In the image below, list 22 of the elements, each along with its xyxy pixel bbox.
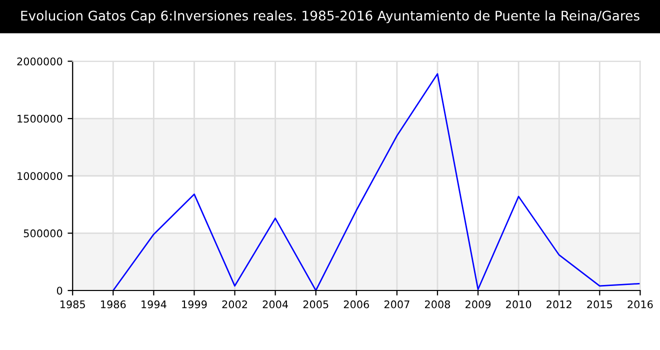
x-tick-label: 2015 (587, 300, 612, 308)
y-tick-label: 0 (56, 286, 62, 295)
x-tick-label: 2016 (628, 300, 653, 308)
x-tick-label: 2010 (506, 300, 532, 308)
x-tick-label: 1986 (101, 300, 126, 308)
x-tick-label: 2005 (303, 300, 328, 308)
x-tick-label: 2002 (222, 300, 247, 308)
x-tick-label: 2009 (466, 300, 491, 308)
x-tick-label: 2007 (384, 300, 410, 308)
x-tick-label: 2004 (262, 300, 288, 308)
x-tick-label: 1999 (182, 300, 207, 308)
x-tick-label: 2006 (344, 300, 369, 308)
x-tick-label: 1985 (60, 300, 85, 308)
y-tick-label: 1500000 (18, 114, 62, 123)
line-series (112, 73, 640, 290)
x-tick-label: 2008 (424, 300, 450, 308)
x-tick-label: 1994 (142, 300, 166, 308)
y-tick-label: 1000000 (18, 172, 62, 180)
chart-title: Evolucion Gatos Cap 6:Inversiones reales. 1985-2016 Ayuntamiento de Puente la Reina/Gares (21, 10, 640, 24)
y-tick-label: 2000000 (17, 57, 62, 66)
x-tick-label: 2012 (546, 300, 572, 308)
y-tick-label: 500000 (24, 229, 62, 238)
